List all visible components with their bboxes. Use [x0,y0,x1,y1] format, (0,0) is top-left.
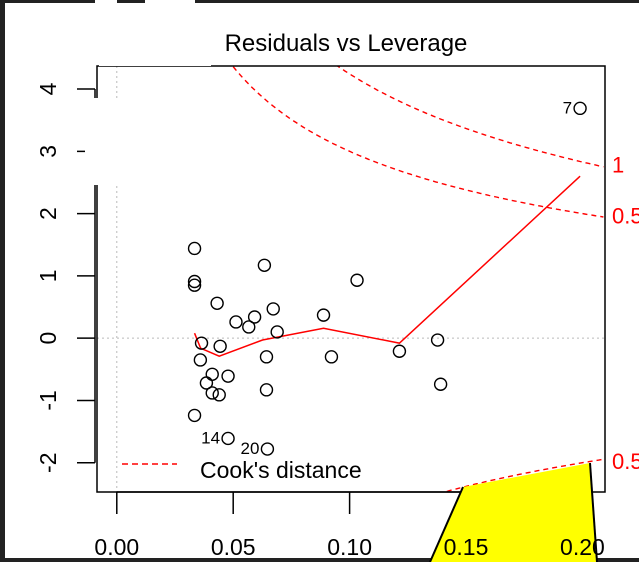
data-point [193,353,208,367]
data-point [212,388,226,402]
cooks-contour-0.5 [232,66,604,218]
data-point [194,336,209,350]
window-border-bottom [0,558,639,562]
x-tick-label: 0.05 [211,534,256,560]
occlusion-frame-top [99,62,211,66]
x-tick-label: 0.15 [444,534,489,560]
data-point [324,350,339,364]
point-label: 14 [201,428,220,447]
cooks-contour-label: 0.5 [612,449,639,474]
data-point [229,315,243,329]
window-border-top [0,0,639,3]
data-point [187,241,202,256]
occlusion-axis [85,98,115,185]
point-label: 7 [563,98,572,117]
data-point [350,273,364,287]
data-point [257,258,272,272]
legend-cooks-label: Cook's distance [200,457,362,483]
x-tick-label: 0.20 [560,534,605,560]
x-tick-label: 0.00 [94,534,139,560]
top-gap-2 [145,0,195,3]
y-tick-label: 2 [35,207,61,220]
data-point [210,296,224,310]
yellow-overlay [430,463,597,562]
y-tick-label: -1 [35,390,61,410]
data-point [259,383,274,397]
cooks-contour-label: 1 [612,153,624,178]
window-border-left [0,0,5,562]
cooks-contour-0.5 [441,458,604,492]
data-point [266,302,280,316]
data-point [270,325,284,339]
x-tick-label: 0.10 [327,534,372,560]
data-point [187,278,202,292]
data-point [205,367,219,381]
point-label: 20 [240,439,259,458]
data-point [205,386,219,400]
cooks-contour-label: 0.5 [612,204,639,229]
y-tick-label: 1 [35,269,61,282]
chart-title: Residuals vs Leverage [225,30,468,57]
yellow-overlay-edge-right [589,462,598,562]
data-point [433,377,448,391]
data-point [573,101,587,116]
data-point [259,350,274,364]
data-point [213,339,227,353]
data-point [242,320,256,334]
occlusion-title [100,20,220,65]
data-point [430,333,445,347]
yellow-overlay-edge-left [429,486,464,562]
data-point [247,310,262,324]
data-point [392,344,407,358]
smoother-line [193,175,581,358]
y-tick-label: -2 [35,453,61,473]
y-tick-label: 3 [35,145,61,158]
y-tick-label: 0 [35,332,61,345]
data-point [316,308,331,322]
data-point [187,408,202,423]
data-point [260,442,275,456]
y-tick-label: 4 [35,82,61,95]
data-point [221,431,235,446]
data-point [221,369,235,383]
data-point [187,274,202,289]
data-point [199,376,214,390]
top-gap-1 [95,0,117,3]
